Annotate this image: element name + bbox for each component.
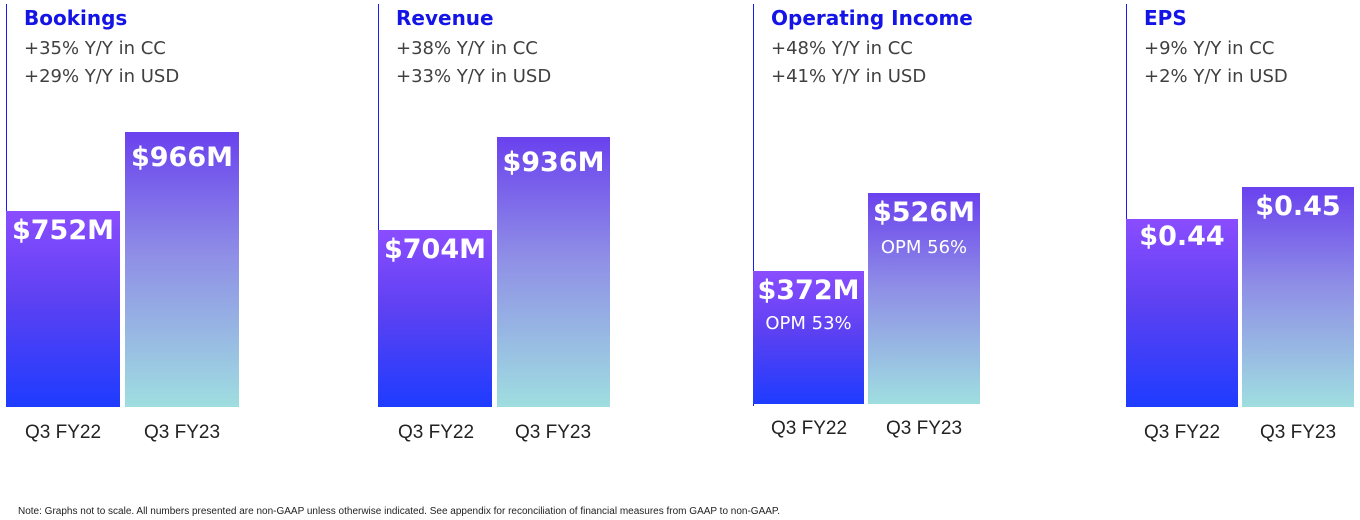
bar-value-label: $526M — [872, 197, 975, 228]
axis-line — [378, 4, 379, 406]
bar-value-label: $372M — [757, 275, 860, 306]
panel-title: Bookings — [24, 6, 128, 30]
growth-cc: +9% Y/Y in CC — [1144, 38, 1275, 59]
bar-q3-fy23: $0.45 — [1242, 187, 1354, 407]
bar-value-label: $0.45 — [1255, 191, 1341, 222]
growth-usd: +2% Y/Y in USD — [1144, 66, 1288, 87]
growth-cc: +48% Y/Y in CC — [771, 38, 913, 59]
x-tick-label: Q3 FY23 — [1259, 422, 1337, 443]
growth-usd: +29% Y/Y in USD — [24, 66, 180, 87]
x-tick-label: Q3 FY22 — [24, 422, 102, 443]
panel-operating-income: Operating Income +48% Y/Y in CC +41% Y/Y… — [753, 0, 993, 410]
bar-q3-fy22: $0.44 — [1126, 219, 1238, 407]
axis-line — [753, 4, 754, 406]
panel-title: Revenue — [396, 6, 494, 30]
bar-value-label: $752M — [11, 215, 114, 246]
bar-q3-fy23: $526M OPM 56% — [868, 193, 980, 404]
bar-value-label: $936M — [502, 147, 605, 178]
panel-revenue: Revenue +38% Y/Y in CC +33% Y/Y in USD $… — [378, 0, 618, 410]
bar-q3-fy23: $936M — [497, 137, 610, 407]
panel-eps: EPS +9% Y/Y in CC +2% Y/Y in USD $0.44 $… — [1126, 0, 1360, 410]
x-tick-label: Q3 FY23 — [514, 422, 592, 443]
growth-cc: +35% Y/Y in CC — [24, 38, 166, 59]
x-tick-label: Q3 FY23 — [885, 418, 963, 439]
growth-usd: +33% Y/Y in USD — [396, 66, 552, 87]
bar-value-label: $704M — [383, 234, 486, 265]
x-tick-label: Q3 FY22 — [770, 418, 848, 439]
x-tick-label: Q3 FY22 — [397, 422, 475, 443]
panel-bookings: Bookings +35% Y/Y in CC +29% Y/Y in USD … — [6, 0, 246, 410]
growth-cc: +38% Y/Y in CC — [396, 38, 538, 59]
footnote: Note: Graphs not to scale. All numbers p… — [18, 506, 781, 517]
growth-usd: +41% Y/Y in USD — [771, 66, 927, 87]
bar-q3-fy22: $704M — [378, 230, 492, 407]
bar-value-label: $0.44 — [1139, 221, 1225, 252]
opm-label: OPM 56% — [880, 237, 968, 258]
bar-value-label: $966M — [130, 142, 233, 173]
bar-q3-fy23: $966M — [125, 132, 239, 407]
axis-line — [6, 4, 7, 406]
bar-q3-fy22: $752M — [6, 211, 120, 407]
panel-title: EPS — [1144, 6, 1187, 30]
axis-line — [1126, 4, 1127, 406]
x-tick-label: Q3 FY22 — [1143, 422, 1221, 443]
panel-title: Operating Income — [771, 6, 973, 30]
x-tick-label: Q3 FY23 — [143, 422, 221, 443]
opm-label: OPM 53% — [765, 313, 852, 334]
bar-q3-fy22: $372M OPM 53% — [753, 271, 864, 404]
